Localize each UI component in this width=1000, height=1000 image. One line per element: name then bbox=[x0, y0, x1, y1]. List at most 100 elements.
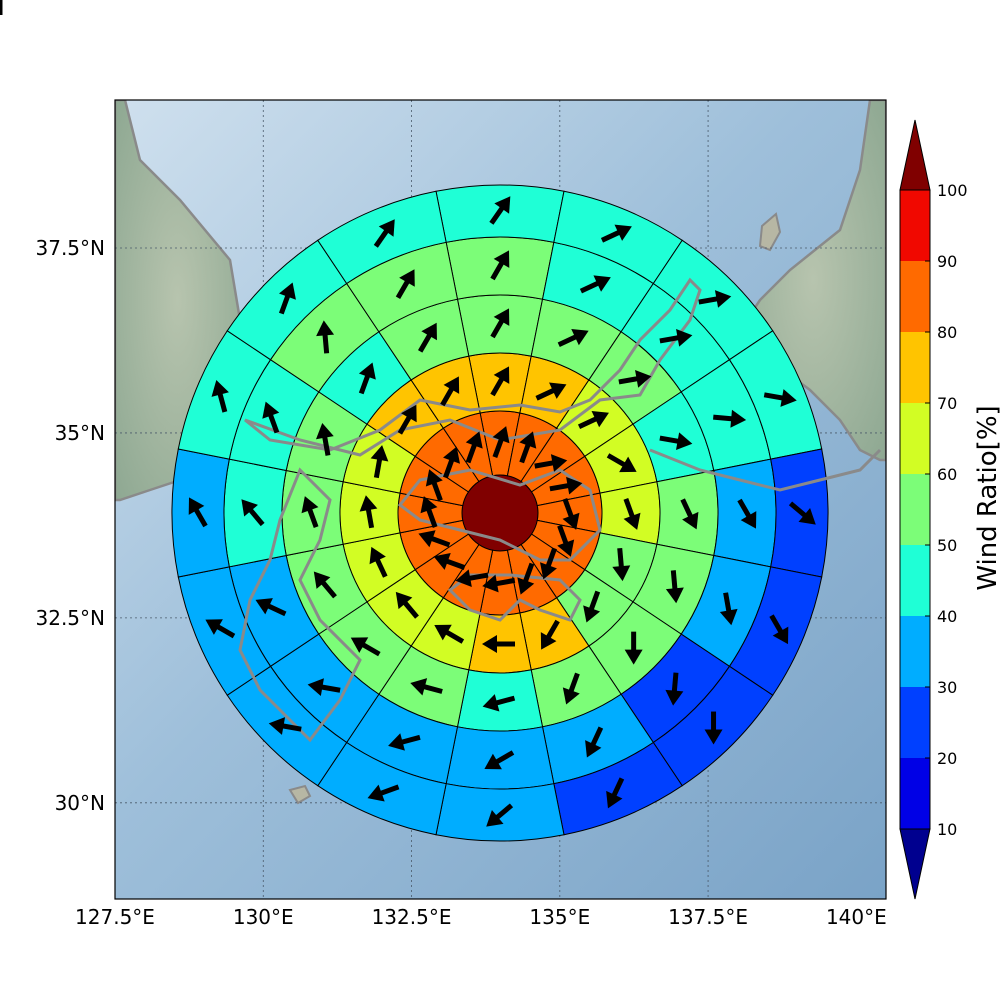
x-tick-label: 137.5°E bbox=[668, 905, 748, 929]
colorbar-tick-label: 50 bbox=[937, 536, 957, 555]
wind-arrow bbox=[425, 469, 443, 502]
colorbar-extend-max bbox=[899, 119, 931, 191]
wind-arrow-shaft bbox=[373, 456, 383, 479]
wind-arrow-head bbox=[484, 753, 502, 770]
wind-arrow-shaft bbox=[659, 435, 681, 445]
island-east bbox=[758, 212, 782, 252]
wind-arrow-shaft bbox=[534, 459, 556, 469]
wind-arrow-shaft bbox=[493, 695, 516, 706]
wind-arrow-head bbox=[676, 432, 693, 451]
wind-arrow-head bbox=[665, 587, 684, 604]
wind-arrow-head bbox=[714, 290, 732, 308]
wind-arrow bbox=[484, 750, 515, 770]
wind-arrow-head bbox=[443, 446, 460, 464]
colorbar-tick-label: 10 bbox=[937, 820, 957, 839]
wind-arrow-head bbox=[482, 635, 497, 653]
wind-arrow-head bbox=[583, 605, 601, 623]
wind-arrow-shaft bbox=[247, 506, 265, 527]
wind-arrow-shaft bbox=[306, 506, 319, 528]
wind-arrow-shaft bbox=[267, 411, 280, 434]
wind-arrow-head bbox=[425, 469, 443, 487]
wind-arrow-head bbox=[493, 250, 510, 268]
wind-arrow-shaft bbox=[373, 227, 390, 248]
wind-arrow-head bbox=[623, 512, 641, 530]
x-tick-label: 130°E bbox=[233, 905, 294, 929]
wind-arrow-head bbox=[549, 382, 567, 399]
colorbar-bin bbox=[900, 474, 930, 545]
colorbar: 10 20 30 40 50 60 70 80 90 100 bbox=[899, 119, 968, 900]
x-axis-ticks: 127.5°E 130°E 132.5°E 135°E 137.5°E 140°E bbox=[75, 905, 887, 929]
wind-arrow-shaft bbox=[562, 498, 575, 520]
wind-arrow bbox=[482, 694, 516, 712]
wind-arrow-head bbox=[517, 577, 535, 595]
wind-arrow bbox=[420, 496, 438, 528]
wind-arrow-head bbox=[188, 497, 205, 515]
wind-arrow bbox=[0, 0, 3, 15]
wind-arrow-shaft bbox=[610, 777, 625, 799]
wind-arrow bbox=[623, 498, 641, 530]
y-tick-label: 32.5°N bbox=[36, 606, 106, 630]
wind-arrow-shaft bbox=[430, 479, 443, 502]
wind-arrow-shaft bbox=[670, 570, 678, 592]
wind-arrow-shaft bbox=[443, 457, 455, 479]
wind-arrow bbox=[612, 547, 631, 582]
wind-arrow-shaft bbox=[490, 375, 506, 397]
colorbar-frame bbox=[899, 189, 931, 830]
wind-arrow-head bbox=[262, 401, 280, 419]
colorbar-label: Wind Ratio[%] bbox=[973, 405, 1000, 590]
wind-arrow-head bbox=[399, 269, 415, 287]
wind-arrow-head bbox=[614, 224, 632, 241]
wind-arrow-head bbox=[494, 196, 511, 214]
wind-arrow-shaft bbox=[493, 577, 516, 587]
wind-arrow bbox=[367, 784, 400, 802]
wind-arrow bbox=[490, 308, 510, 339]
wind-arrow-shaft bbox=[567, 672, 580, 695]
wind-arrow-head bbox=[566, 476, 583, 495]
wind-arrow-shaft bbox=[322, 332, 330, 354]
colorbar-tick-label: 60 bbox=[937, 465, 957, 484]
wind-arrow-head bbox=[682, 511, 699, 530]
wind-arrow-head bbox=[635, 369, 652, 388]
wind-arrow-head bbox=[492, 426, 510, 444]
wind-arrow-head bbox=[606, 790, 623, 809]
wind-arrow-head bbox=[205, 619, 223, 635]
wind-arrow-shaft bbox=[214, 623, 236, 639]
x-tick-label: 135°E bbox=[529, 905, 590, 929]
wind-arrow bbox=[624, 631, 643, 665]
wind-arrow-head bbox=[316, 422, 334, 440]
wind-arrow bbox=[562, 498, 580, 530]
wind-arrow-head bbox=[540, 562, 557, 580]
wind-arrow bbox=[455, 569, 489, 588]
wind-arrow bbox=[579, 275, 611, 294]
wind-arrow bbox=[188, 497, 208, 528]
wind-arrow-head bbox=[676, 328, 693, 347]
wind-arrow-head bbox=[313, 571, 331, 589]
wind-arrow-shaft bbox=[418, 331, 433, 353]
wind-arrow-head bbox=[370, 445, 389, 462]
wind-arrow-shaft bbox=[278, 292, 291, 315]
wind-arrow-head bbox=[493, 308, 510, 326]
wind-arrow-shaft bbox=[659, 334, 681, 344]
wind-arrow-shaft bbox=[617, 547, 625, 570]
wind-arrow bbox=[659, 328, 693, 347]
wind-arrow-head bbox=[410, 678, 428, 696]
wind-arrow bbox=[350, 637, 381, 657]
wind-arrow-head bbox=[519, 431, 537, 449]
wind-arrow bbox=[618, 369, 652, 388]
wind-arrow bbox=[540, 619, 560, 650]
wind-arrow bbox=[719, 592, 738, 626]
wind-arrow bbox=[763, 389, 797, 407]
wind-arrow bbox=[577, 410, 609, 429]
wind-arrow bbox=[665, 672, 684, 706]
wind-arrow-shaft bbox=[401, 599, 419, 619]
wind-arrow-head bbox=[316, 320, 335, 337]
wind-arrow bbox=[369, 546, 388, 578]
wind-arrow-head bbox=[455, 569, 472, 588]
colorbar-tick-label: 90 bbox=[937, 252, 957, 271]
wind-arrow bbox=[395, 269, 415, 300]
plot-frame bbox=[114, 99, 887, 900]
wind-arrow-head bbox=[268, 717, 286, 735]
wind-arrow bbox=[301, 496, 319, 528]
wind-arrow-head bbox=[704, 729, 723, 745]
colorbar-bin bbox=[900, 261, 930, 332]
